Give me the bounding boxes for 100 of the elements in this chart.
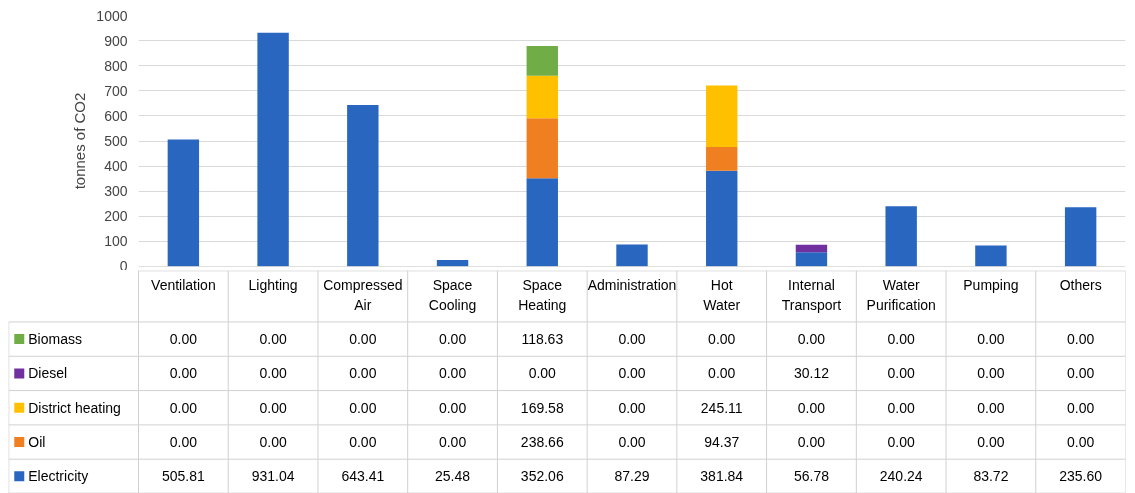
data-label: 118.63 [521,331,564,348]
data-label: 0.00 [618,365,646,382]
data-label: 0.00 [708,365,736,382]
data-label: 0.00 [977,399,1005,416]
data-label: 87.29 [614,468,650,485]
data-label: 0.00 [977,365,1005,382]
data-label: 0.00 [349,434,377,451]
x-tick-label: Compressed Air [323,277,403,314]
bar [706,170,738,267]
data-label: 352.06 [520,468,564,485]
data-label: 0.00 [259,365,287,382]
data-label: 0.00 [259,331,287,348]
y-tick-label: 1000 [96,7,128,24]
data-label: 0.00 [349,399,377,416]
data-label: 0.00 [618,331,646,348]
data-label: 0.00 [1067,365,1095,382]
data-label: 0.00 [259,399,287,416]
y-tick-label: 100 [104,233,128,250]
bar [706,85,738,147]
y-axis-title: tonnes of CO2 [71,92,89,190]
data-label: 0.00 [349,331,377,348]
data-label: 0.00 [797,331,826,348]
data-label: 0.00 [169,399,198,416]
data-label: 94.37 [704,434,740,451]
bar [795,252,828,267]
bar [616,244,648,267]
y-tick-label: 900 [104,32,128,49]
x-tick-label: Hot Water [703,277,741,314]
y-tick-label: 800 [104,57,128,74]
data-label: 169.58 [520,399,564,416]
data-label: 0.00 [708,331,736,348]
data-label: 0.00 [259,434,287,451]
data-label: 0.00 [1067,434,1095,451]
data-label: 0.00 [887,331,916,348]
data-label: 0.00 [349,365,377,382]
legend-label: Diesel [28,365,68,382]
legend-label: District heating [28,399,121,416]
bar [167,139,200,267]
y-tick-label: 400 [104,158,128,175]
data-label: 240.24 [879,468,923,485]
data-label: 0.00 [618,434,646,451]
bar [436,260,469,267]
data-label: 0.00 [169,365,198,382]
data-label: 381.84 [700,468,744,485]
y-tick-label: 600 [104,107,128,124]
data-label: 83.72 [973,468,1009,485]
data-label: 0.00 [169,434,198,451]
data-label: 30.12 [793,365,830,382]
x-tick-label: Water Purification [866,277,936,314]
bar [257,32,289,267]
data-label: 0.00 [438,331,467,348]
data-label: 0.00 [618,399,646,416]
data-label: 0.00 [528,365,557,382]
data-label: 0.00 [438,434,467,451]
data-label: 931.04 [251,468,295,485]
y-tick-label: 200 [104,208,128,225]
data-label: 56.78 [793,468,830,485]
x-tick-label: Others [1059,277,1102,294]
x-tick-label: Administration [587,277,677,294]
data-label: 643.41 [341,468,385,485]
x-tick-label: Lighting [248,277,298,294]
bar [706,146,738,171]
data-label: 0.00 [797,434,826,451]
bar [526,178,558,267]
x-tick-label: Space Heating [518,277,567,314]
data-label: 0.00 [797,399,826,416]
bar [526,75,558,119]
legend-label: Biomass [28,331,82,348]
data-label: 0.00 [887,434,916,451]
x-tick-label: Ventilation [151,277,216,294]
data-label: 0.00 [438,365,467,382]
bar [795,244,828,253]
data-label: 0.00 [438,399,467,416]
legend-label: Oil [28,434,46,451]
data-label: 238.66 [520,434,564,451]
x-tick-label: Pumping [963,277,1019,294]
bar [526,45,558,76]
data-label: 505.81 [161,468,205,485]
legend-label: Electricity [28,468,89,485]
x-tick-label: Internal Transport [781,277,842,314]
data-label: 25.48 [435,468,471,485]
y-tick-label: 500 [104,133,128,149]
bar [1064,207,1097,267]
data-label: 245.11 [700,399,743,416]
data-label: 0.00 [977,331,1005,348]
bar [526,118,558,179]
bar [347,105,379,267]
y-tick-label: 0 [119,257,128,274]
data-label: 0.00 [887,399,916,416]
data-label: 0.00 [977,434,1005,451]
data-label: 0.00 [1067,399,1095,416]
data-label: 235.60 [1059,468,1103,485]
data-label: 0.00 [169,331,198,348]
y-tick-label: 300 [104,183,128,200]
x-tick-label: Space Cooling [428,277,477,314]
bar [885,206,917,267]
data-label: 0.00 [1067,331,1095,348]
data-label: 0.00 [887,365,916,382]
bar [975,245,1007,267]
y-tick-label: 700 [104,82,128,99]
